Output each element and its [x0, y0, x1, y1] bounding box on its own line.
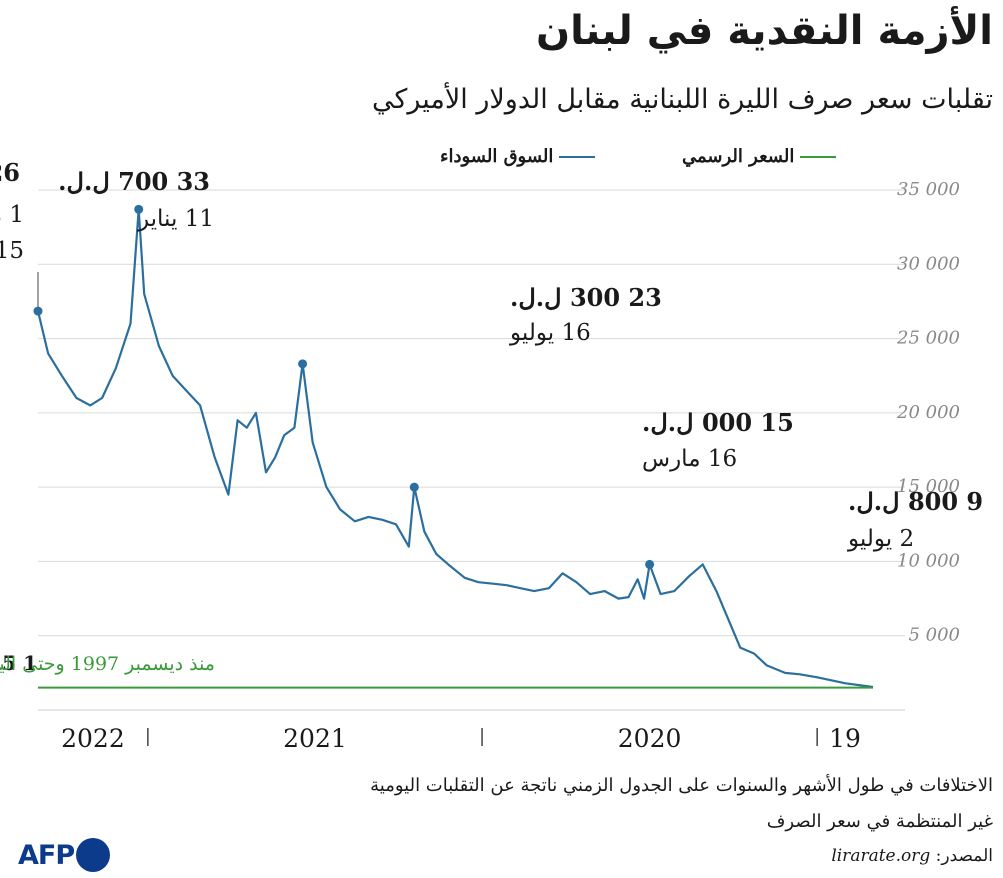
- y-tick-label: 25 000: [896, 328, 960, 349]
- source-label: المصدر:: [935, 846, 993, 866]
- annotation-point: [409, 482, 419, 492]
- y-tick-label: 5 000: [908, 625, 960, 646]
- annotation-value: 15 000 ل.ل.: [642, 408, 794, 437]
- y-tick-label: 15 000: [897, 476, 960, 497]
- chart-subtitle: تقلبات سعر صرف الليرة اللبنانية مقابل ال…: [372, 84, 993, 115]
- note-line-1: الاختلافات في طول الأشهر والسنوات على ال…: [370, 775, 993, 796]
- official-rate-note: منذ ديسمبر 1997 وحتى اليوم:: [0, 653, 215, 675]
- legend-swatch-black-market: [559, 155, 596, 158]
- legend-item-official: السعر الرسمي: [682, 146, 837, 167]
- legend-item-black-market: السوق السوداء: [440, 146, 596, 167]
- notes: الاختلافات في طول الأشهر والسنوات على ال…: [370, 768, 993, 840]
- annotation-date: 11:15 ت غ: [0, 238, 24, 264]
- y-tick-label: 30 000: [897, 253, 960, 274]
- y-tick-label: 10 000: [897, 550, 960, 571]
- legend-label-black-market: السوق السوداء: [440, 146, 554, 167]
- annotation-value: 26 850 ل.ل.: [0, 158, 20, 187]
- annotation-point: [33, 306, 43, 316]
- legend-swatch-official: [800, 155, 837, 158]
- afp-logo-dot-icon: [76, 838, 111, 872]
- annotation-point: [134, 204, 144, 214]
- afp-logo: AFP: [18, 838, 111, 872]
- annotation-value: 9 800 ل.ل.: [848, 487, 983, 516]
- year-label: 19: [829, 724, 861, 753]
- year-label: 2022: [61, 724, 125, 753]
- annotation-date: 2 يوليو: [847, 526, 914, 552]
- y-tick-label: 35 000: [897, 179, 960, 200]
- chart-title: الأزمة النقدية في لبنان: [535, 8, 993, 54]
- annotation-point: [645, 559, 655, 569]
- source-value: lirarate.org: [831, 846, 931, 866]
- official-value-label: 1 507.5 ل. ل.: [0, 651, 37, 675]
- afp-logo-text: AFP: [18, 839, 75, 871]
- source: المصدر: lirarate.org: [831, 846, 993, 866]
- year-label: 2021: [283, 724, 347, 753]
- year-label: 2020: [618, 724, 682, 753]
- annotation-date: 16 مارس: [642, 446, 737, 472]
- annotation-date: 1 مايو 2022: [0, 202, 24, 228]
- y-tick-label: 20 000: [896, 402, 960, 423]
- series-line-black-market: [36, 208, 874, 689]
- annotation-point: [298, 359, 308, 369]
- annotation-date: 16 يوليو: [509, 320, 591, 346]
- note-line-2: غير المنتظمة في سعر الصرف: [766, 811, 993, 832]
- annotation-value: 33 700 ل.ل.: [58, 167, 210, 196]
- legend-label-official: السعر الرسمي: [682, 146, 795, 167]
- annotation-date: 11 يناير: [137, 206, 214, 232]
- annotation-value: 23 300 ل.ل.: [510, 283, 662, 312]
